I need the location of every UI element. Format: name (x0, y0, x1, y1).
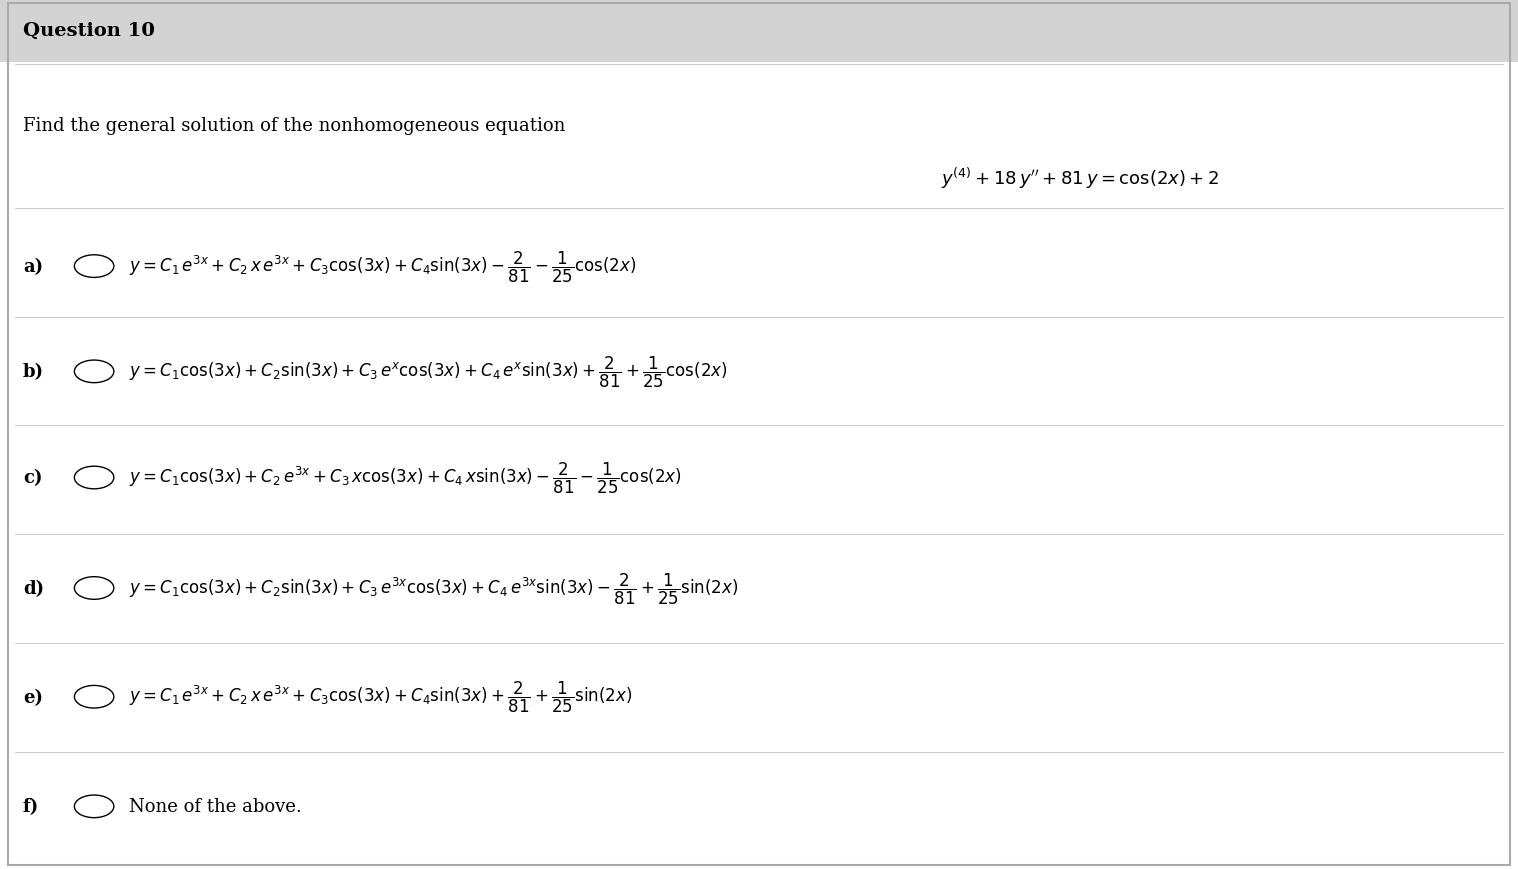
FancyBboxPatch shape (0, 0, 1518, 63)
Text: Find the general solution of the nonhomogeneous equation: Find the general solution of the nonhomo… (23, 117, 565, 135)
Text: d): d) (23, 580, 44, 597)
Text: None of the above.: None of the above. (129, 798, 302, 815)
Text: $y = C_1\cos(3x) + C_2\sin(3x) + C_3\,e^{3x}\cos(3x) + C_4\,e^{3x}\sin(3x) - \df: $y = C_1\cos(3x) + C_2\sin(3x) + C_3\,e^… (129, 571, 738, 606)
Text: $y = C_1\,e^{3x} + C_2\,x\,e^{3x} + C_3\cos(3x) + C_4\sin(3x) + \dfrac{2}{81} + : $y = C_1\,e^{3x} + C_2\,x\,e^{3x} + C_3\… (129, 680, 631, 714)
Text: b): b) (23, 363, 44, 381)
Text: c): c) (23, 469, 43, 487)
Text: f): f) (23, 798, 39, 815)
Text: e): e) (23, 688, 43, 706)
Text: Question 10: Question 10 (23, 23, 155, 40)
Text: a): a) (23, 258, 43, 275)
Text: $y^{(4)} + 18\, y^{\prime\prime} + 81\,y = \cos(2x) + 2$: $y^{(4)} + 18\, y^{\prime\prime} + 81\,y… (941, 166, 1219, 190)
Text: $y = C_1\cos(3x) + C_2\sin(3x) + C_3\,e^{x}\cos(3x) + C_4\,e^{x}\sin(3x) + \dfra: $y = C_1\cos(3x) + C_2\sin(3x) + C_3\,e^… (129, 355, 727, 389)
Text: $y = C_1\,e^{3x} + C_2\,x\,e^{3x} + C_3\cos(3x) + C_4\sin(3x) - \dfrac{2}{81} - : $y = C_1\,e^{3x} + C_2\,x\,e^{3x} + C_3\… (129, 249, 636, 284)
Text: $y = C_1\cos(3x) + C_2\,e^{3x} + C_3\,x\cos(3x) + C_4\,x\sin(3x) - \dfrac{2}{81}: $y = C_1\cos(3x) + C_2\,e^{3x} + C_3\,x\… (129, 461, 682, 495)
